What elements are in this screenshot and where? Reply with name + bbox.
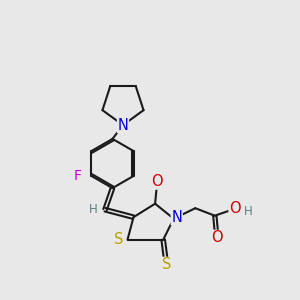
- Text: S: S: [114, 232, 124, 247]
- Text: H: H: [243, 205, 252, 218]
- Text: O: O: [229, 201, 241, 216]
- Text: O: O: [211, 230, 223, 245]
- Text: F: F: [74, 169, 82, 183]
- Text: N: N: [118, 118, 128, 133]
- Text: S: S: [162, 257, 172, 272]
- Text: O: O: [151, 174, 162, 189]
- Text: H: H: [89, 202, 98, 216]
- Text: N: N: [171, 210, 182, 225]
